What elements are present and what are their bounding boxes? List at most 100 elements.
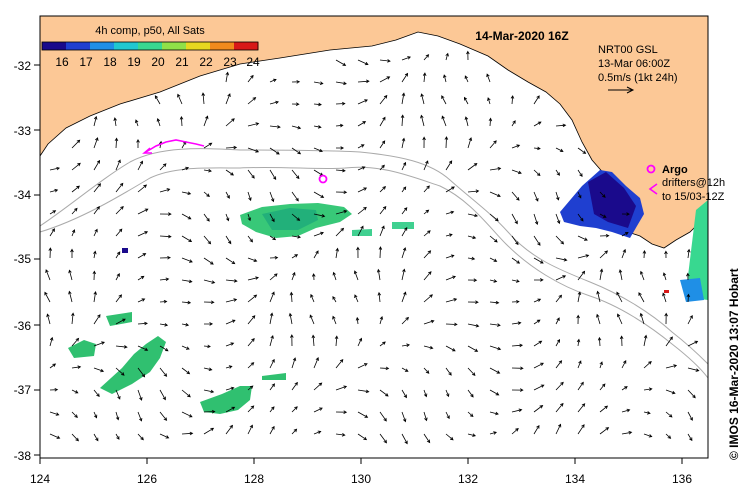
current-arrow [137,345,149,351]
current-arrow [489,431,498,435]
current-arrow [665,433,672,439]
current-arrow [489,191,501,197]
current-arrow [401,433,408,445]
current-arrow [269,213,275,223]
current-arrow [423,433,431,444]
current-arrow [225,213,230,222]
current-arrow [335,432,346,437]
current-arrow [533,235,541,246]
current-arrow [269,191,275,203]
current-arrow [357,166,366,171]
current-arrow [379,205,387,215]
current-arrow [332,295,337,303]
argo-legend-label: Argo [662,164,688,176]
current-arrow [533,257,544,264]
current-arrow [93,206,100,215]
current-arrow [555,257,568,262]
current-arrow [510,95,515,105]
sst-patch-west-2 [106,312,132,326]
current-arrow [71,337,80,347]
current-arrow [115,182,124,193]
current-arrow [93,159,101,171]
current-arrow [599,383,606,391]
current-arrow [533,298,542,303]
sst-colorbar: 4h comp, p50, All Sats 16 17 18 19 20 21… [41,25,260,69]
current-arrow [115,206,124,215]
current-arrow [225,71,230,83]
current-arrow [49,363,57,369]
sst-patch-central-core [262,208,318,230]
current-arrow [467,389,474,398]
current-arrow [93,314,101,325]
current-arrow [181,300,192,305]
current-arrow [464,116,469,127]
colorbar-label: 16 [55,55,69,69]
current-arrow [247,169,255,179]
current-arrow [269,358,275,369]
current-arrow [401,226,408,237]
current-arrow [115,318,126,325]
current-arrow [269,406,275,413]
colorbar-swatch [114,42,139,50]
current-arrow [225,235,232,245]
current-arrow [621,430,633,435]
current-arrow [335,123,344,128]
sst-patch-small-1 [352,229,372,236]
current-arrow [332,315,337,325]
current-arrow [225,93,231,105]
current-arrow [533,213,539,225]
current-arrow [555,213,561,225]
current-arrow [687,367,700,372]
current-arrow [379,76,391,83]
plot-frame [39,15,709,459]
current-arrow [309,314,315,325]
current-arrow [467,323,480,328]
current-arrow [555,360,563,369]
current-arrow [467,189,480,194]
current-arrow [555,423,562,435]
current-arrow [291,271,296,281]
current-arrow [181,367,191,375]
current-arrow [665,389,676,395]
current-arrow [203,409,216,414]
current-info: NRT00 GSL 13-Mar 06:00Z 0.5m/s (1kt 24h) [598,44,677,94]
current-arrow [489,300,500,305]
current-arrow [225,191,230,199]
current-arrow [401,343,411,348]
current-arrow [533,424,540,435]
current-arrow [643,387,653,392]
current-arrow [467,137,473,149]
current-arrow [466,50,470,61]
current-arrow [49,210,57,215]
current-arrow [93,341,105,347]
colorbar-labels: 16 17 18 19 20 21 22 23 24 [55,55,260,69]
current-arrow [599,233,610,238]
current-arrow [464,75,469,83]
lat-label: -35 [14,252,32,266]
current-arrow [577,291,582,303]
current-arrow [599,405,609,413]
current-arrow [621,212,630,216]
current-arrow [71,389,79,394]
current-arrow [181,345,190,350]
current-arrow [247,362,255,369]
colorbar-swatch [66,42,91,50]
current-arrow [577,360,582,369]
current-arrow [355,316,360,325]
current-arrow [49,336,54,347]
current-arrow [159,411,168,421]
current-arrow [203,213,210,222]
current-arrow [313,407,323,413]
latitude-axis-labels: -32 -33 -34 -35 -36 -37 -38 [14,59,32,463]
current-arrow [467,256,476,261]
current-arrow [247,122,260,127]
current-arrow [445,233,453,237]
current-arrow [467,411,474,418]
current-arrow [269,273,278,281]
current-arrow [159,345,169,352]
current-arrow [599,361,603,369]
current-arrow [445,367,452,376]
current-arrow [511,120,516,127]
colorbar-swatch [162,42,187,50]
